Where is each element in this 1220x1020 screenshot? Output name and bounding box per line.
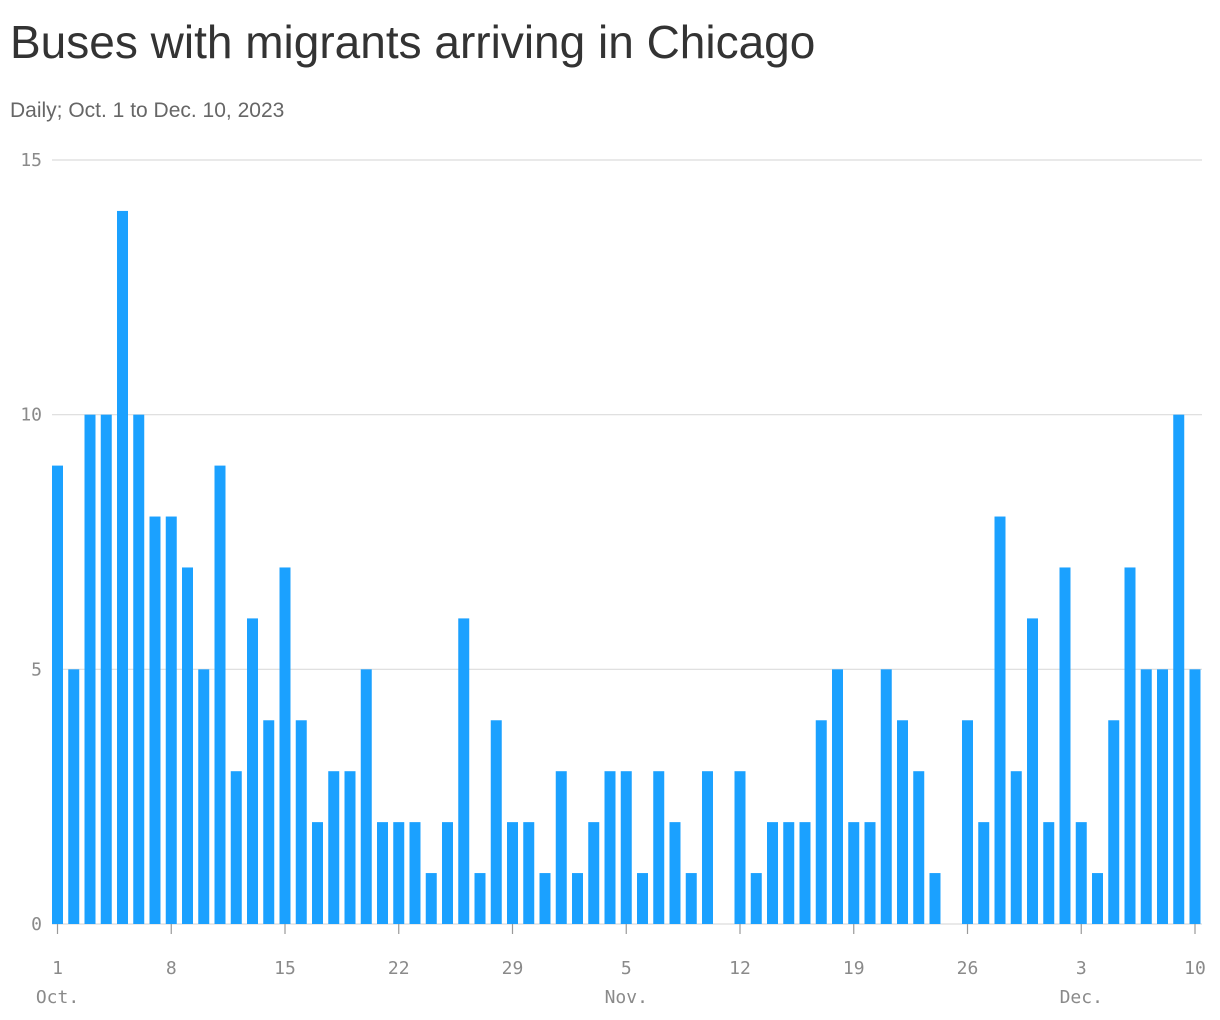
chart-subtitle: Daily; Oct. 1 to Dec. 10, 2023 (10, 99, 285, 122)
x-tick-label: 15 (274, 958, 296, 979)
bar (637, 873, 648, 924)
bar (68, 669, 80, 924)
bar (555, 771, 567, 924)
bar (539, 873, 551, 924)
bar (117, 210, 128, 924)
x-month-label: Nov. (605, 987, 648, 1008)
bar (230, 771, 242, 924)
bars (52, 210, 1201, 924)
bar (653, 771, 665, 924)
bar (815, 720, 827, 924)
bar (149, 516, 161, 924)
bar (799, 822, 811, 924)
bar (133, 414, 145, 924)
bar (442, 822, 453, 924)
bar (425, 873, 437, 924)
bar (165, 516, 177, 924)
bar (1092, 873, 1103, 924)
bar (994, 516, 1006, 924)
bar (864, 822, 876, 924)
y-tick-label: 0 (31, 914, 42, 935)
bar (897, 720, 908, 924)
bar (1108, 720, 1120, 924)
bar (572, 873, 583, 924)
bar (474, 873, 486, 924)
bar (1157, 669, 1168, 924)
x-axis: 1 Oct. 8 15 22 29 5 Nov. 12 19 26 3 Dec. 10 (36, 924, 1206, 1008)
bar (1059, 567, 1071, 924)
x-tick-label: 22 (388, 958, 410, 979)
bar (978, 822, 990, 924)
bar (100, 414, 112, 924)
x-tick-label: 8 (166, 958, 177, 979)
y-tick-label: 10 (20, 405, 42, 426)
bar (962, 720, 973, 924)
bar (1027, 618, 1038, 924)
bar (685, 873, 697, 924)
bar (312, 822, 323, 924)
bar (377, 822, 388, 924)
x-tick-label: 3 (1076, 958, 1087, 979)
bar (507, 822, 518, 924)
bar (198, 669, 210, 924)
bar (832, 669, 843, 924)
bar (263, 720, 275, 924)
bar (702, 771, 713, 924)
x-month-label: Oct. (36, 987, 79, 1008)
bar (84, 414, 96, 924)
bar (344, 771, 356, 924)
bar (360, 669, 372, 924)
bar (588, 822, 600, 924)
bar (1189, 669, 1201, 924)
bar (913, 771, 925, 924)
bar (620, 771, 632, 924)
bar (1173, 414, 1185, 924)
bar (247, 618, 258, 924)
bar (409, 822, 421, 924)
bar (750, 873, 762, 924)
bar (458, 618, 470, 924)
bar (328, 771, 340, 924)
chart-title: Buses with migrants arriving in Chicago (10, 16, 816, 68)
bar (182, 567, 193, 924)
x-month-label: Dec. (1060, 987, 1103, 1008)
y-tick-label: 15 (20, 150, 42, 171)
bar (734, 771, 746, 924)
x-tick-label: 26 (957, 958, 979, 979)
bar (1010, 771, 1022, 924)
x-tick-label: 12 (729, 958, 751, 979)
bar (214, 465, 226, 924)
bar (880, 669, 892, 924)
bar (523, 822, 535, 924)
bar (848, 822, 860, 924)
x-tick-label: 5 (621, 958, 632, 979)
bar (929, 873, 941, 924)
x-tick-label: 1 (52, 958, 63, 979)
bar (604, 771, 616, 924)
x-tick-label: 10 (1184, 958, 1206, 979)
bar (1140, 669, 1152, 924)
x-tick-label: 29 (502, 958, 524, 979)
bar (783, 822, 795, 924)
bar (669, 822, 681, 924)
bar (279, 567, 291, 924)
bar (490, 720, 502, 924)
bar (767, 822, 778, 924)
bar (1075, 822, 1087, 924)
bar (295, 720, 307, 924)
bar (393, 822, 405, 924)
y-tick-label: 5 (31, 659, 42, 680)
bar (1043, 822, 1055, 924)
bar (52, 465, 63, 924)
x-tick-label: 19 (843, 958, 865, 979)
bar (1124, 567, 1136, 924)
